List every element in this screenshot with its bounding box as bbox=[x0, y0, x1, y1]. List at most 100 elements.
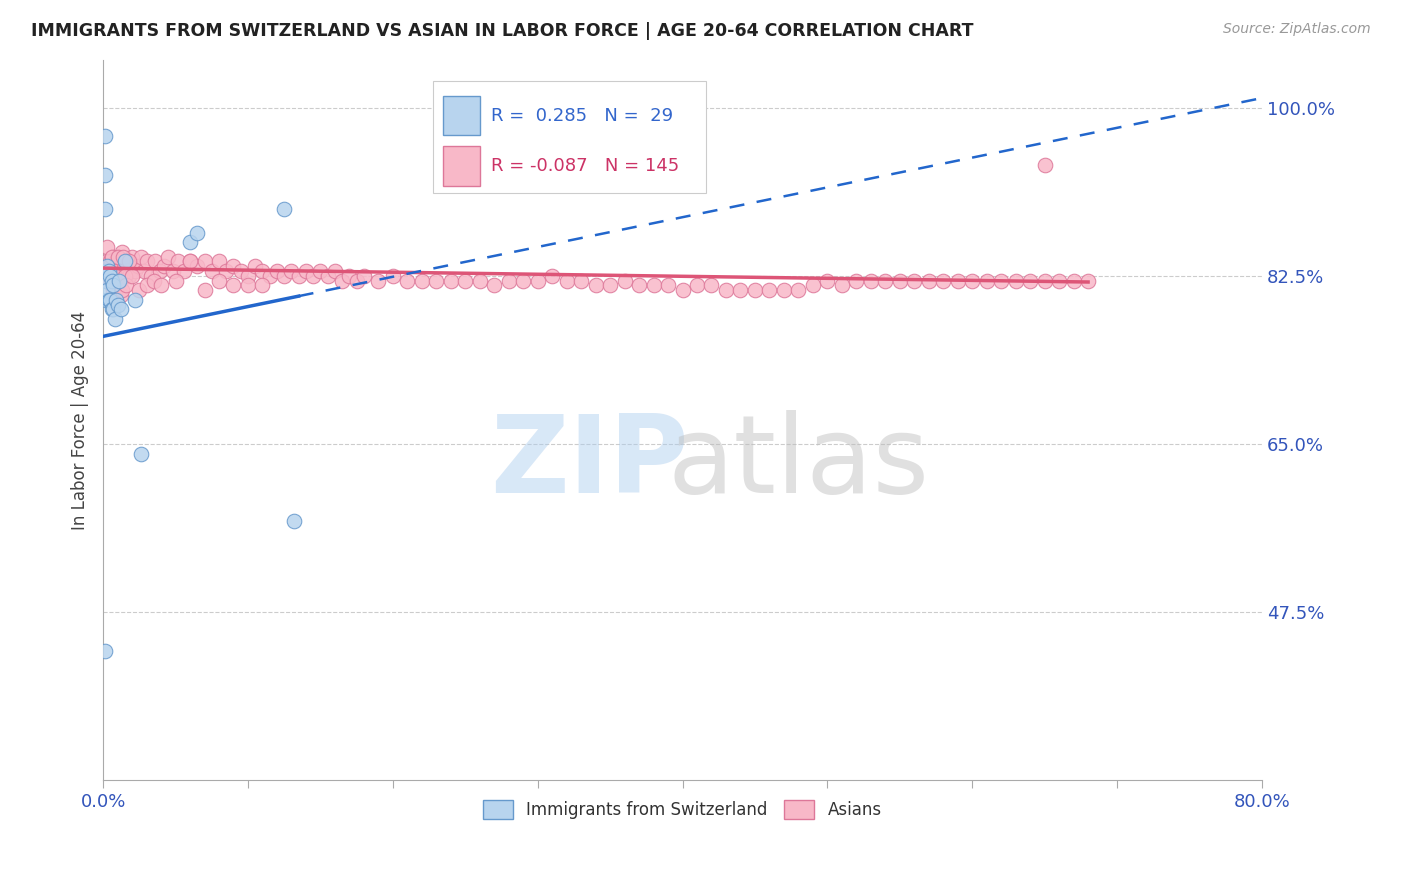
Point bbox=[1004, 274, 1026, 288]
Point bbox=[236, 278, 259, 293]
Point bbox=[118, 268, 141, 283]
Point bbox=[128, 283, 150, 297]
Point bbox=[112, 250, 135, 264]
Point bbox=[100, 254, 122, 268]
Point bbox=[976, 274, 998, 288]
Point bbox=[252, 278, 274, 293]
Point bbox=[179, 254, 201, 268]
Point bbox=[100, 268, 122, 283]
Point bbox=[97, 264, 120, 278]
Point bbox=[165, 274, 187, 288]
Point bbox=[96, 268, 118, 283]
Point bbox=[815, 274, 838, 288]
Point bbox=[381, 268, 404, 283]
Point bbox=[193, 283, 215, 297]
Point bbox=[110, 288, 132, 302]
Text: R =  0.285   N =  29: R = 0.285 N = 29 bbox=[491, 107, 673, 125]
Point bbox=[845, 274, 868, 288]
Point bbox=[107, 259, 129, 273]
Point bbox=[162, 264, 184, 278]
Point bbox=[346, 274, 368, 288]
Point bbox=[121, 268, 143, 283]
Point bbox=[149, 264, 172, 278]
Point bbox=[903, 274, 925, 288]
FancyBboxPatch shape bbox=[443, 146, 479, 186]
Point bbox=[103, 278, 125, 293]
Point bbox=[94, 274, 117, 288]
Point bbox=[96, 240, 118, 254]
Point bbox=[1019, 274, 1042, 288]
Point bbox=[107, 250, 129, 264]
Point bbox=[111, 244, 134, 259]
Point bbox=[114, 268, 136, 283]
Point bbox=[1077, 274, 1099, 288]
Legend: Immigrants from Switzerland, Asians: Immigrants from Switzerland, Asians bbox=[477, 794, 889, 826]
Y-axis label: In Labor Force | Age 20-64: In Labor Force | Age 20-64 bbox=[72, 310, 89, 530]
Point bbox=[117, 264, 139, 278]
FancyBboxPatch shape bbox=[443, 95, 479, 136]
Point bbox=[94, 274, 117, 288]
Point bbox=[120, 259, 142, 273]
Point bbox=[280, 264, 302, 278]
Point bbox=[323, 264, 346, 278]
Point bbox=[287, 268, 309, 283]
Point bbox=[201, 264, 224, 278]
Text: R = -0.087   N = 145: R = -0.087 N = 145 bbox=[491, 157, 679, 175]
Point bbox=[875, 274, 897, 288]
Point bbox=[118, 254, 141, 268]
Point bbox=[129, 250, 152, 264]
Point bbox=[105, 254, 128, 268]
Point bbox=[186, 259, 208, 273]
Point bbox=[498, 274, 520, 288]
Point bbox=[107, 298, 129, 312]
Point bbox=[101, 302, 124, 317]
Point bbox=[932, 274, 955, 288]
Point bbox=[236, 268, 259, 283]
Point bbox=[714, 283, 737, 297]
Point bbox=[97, 274, 120, 288]
Point bbox=[425, 274, 447, 288]
Point bbox=[367, 274, 389, 288]
Point bbox=[801, 278, 824, 293]
Point bbox=[94, 293, 117, 307]
Point bbox=[273, 202, 295, 216]
Point bbox=[229, 264, 252, 278]
Point bbox=[179, 254, 201, 268]
Point bbox=[127, 259, 149, 273]
Point bbox=[454, 274, 477, 288]
Point bbox=[643, 278, 665, 293]
Point bbox=[283, 514, 305, 528]
Point bbox=[114, 254, 136, 268]
Point bbox=[104, 268, 127, 283]
Point bbox=[115, 278, 138, 293]
Point bbox=[396, 274, 419, 288]
Point bbox=[599, 278, 621, 293]
Point bbox=[411, 274, 433, 288]
Point bbox=[150, 278, 173, 293]
Point bbox=[273, 268, 295, 283]
Text: ZIP: ZIP bbox=[491, 410, 689, 516]
Point bbox=[302, 268, 325, 283]
Point bbox=[186, 226, 208, 240]
Point bbox=[135, 254, 157, 268]
Point bbox=[1033, 274, 1056, 288]
Point bbox=[266, 264, 288, 278]
Point bbox=[142, 274, 165, 288]
Point bbox=[93, 168, 115, 182]
Point bbox=[1047, 274, 1070, 288]
Point bbox=[526, 274, 548, 288]
Point bbox=[730, 283, 752, 297]
Point bbox=[787, 283, 810, 297]
Point bbox=[330, 274, 353, 288]
Point bbox=[153, 259, 176, 273]
Point bbox=[167, 254, 190, 268]
Point bbox=[671, 283, 693, 297]
Point bbox=[108, 274, 131, 288]
Point bbox=[859, 274, 882, 288]
Point bbox=[135, 278, 157, 293]
FancyBboxPatch shape bbox=[433, 81, 706, 193]
Point bbox=[309, 264, 332, 278]
Point bbox=[114, 268, 136, 283]
Point bbox=[96, 259, 118, 273]
Point bbox=[100, 264, 122, 278]
